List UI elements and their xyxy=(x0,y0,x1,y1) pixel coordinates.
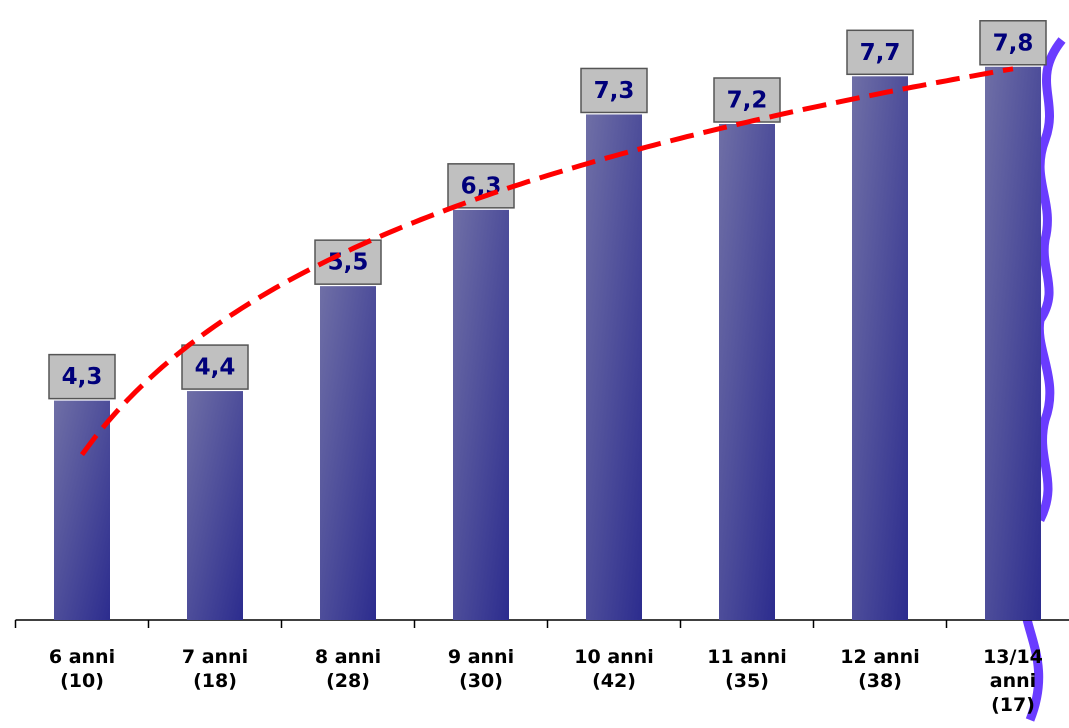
value-label: 5,5 xyxy=(328,250,369,276)
value-label-box xyxy=(979,20,1047,66)
value-label: 7,3 xyxy=(594,78,635,104)
x-tick-label: 6 anni (10) xyxy=(48,646,116,692)
bar xyxy=(320,286,376,620)
x-tick-label: 9 anni (30) xyxy=(447,646,515,692)
value-label: 7,7 xyxy=(860,40,901,66)
trendline xyxy=(79,66,1014,457)
value-label-box xyxy=(580,67,648,114)
bar xyxy=(852,76,908,621)
bar xyxy=(719,124,775,620)
x-tick-label: 12 anni (38) xyxy=(840,646,920,692)
bar xyxy=(453,209,509,620)
bar xyxy=(586,114,642,620)
x-tick-label: 10 anni (42) xyxy=(574,646,654,692)
value-label-box xyxy=(447,163,515,209)
value-label-box xyxy=(181,344,249,390)
bar xyxy=(985,66,1041,621)
x-tick-label: 7 anni (18) xyxy=(181,646,249,692)
value-label: 7,2 xyxy=(727,88,768,114)
bar xyxy=(54,400,110,620)
x-tick-label: 13/14 anni (17) xyxy=(983,646,1043,716)
value-label-box xyxy=(846,29,914,76)
value-label-box xyxy=(48,353,116,400)
x-tick-label: 8 anni (28) xyxy=(314,646,382,692)
value-label: 4,3 xyxy=(62,364,103,390)
x-tick-label: 11 anni (35) xyxy=(707,646,787,692)
value-label: 7,8 xyxy=(993,30,1034,56)
value-label: 4,4 xyxy=(195,355,236,381)
bar xyxy=(187,391,243,620)
value-label-box xyxy=(713,77,781,123)
